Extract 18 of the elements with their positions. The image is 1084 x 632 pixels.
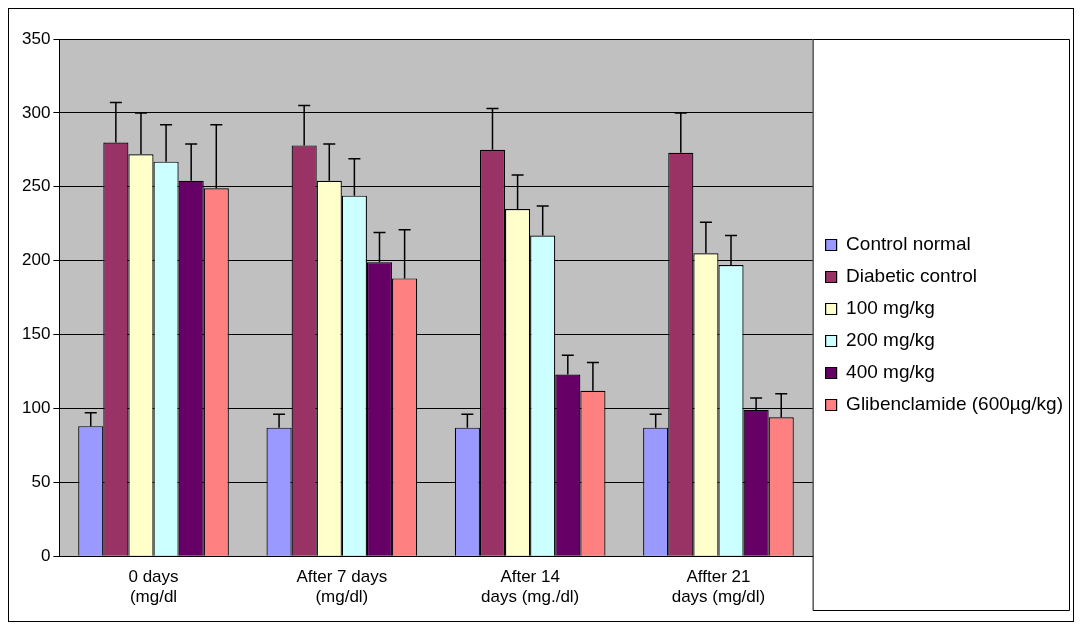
y-tick-label: 200 — [21, 250, 51, 270]
y-tick-label: 100 — [21, 398, 51, 418]
legend-label: Control normal — [846, 233, 971, 255]
legend-label: 400 mg/kg — [846, 361, 935, 383]
legend-label: Glibenclamide (600µg/kg) — [846, 393, 1063, 415]
x-tick-label: After 7 days (mg/dl) — [296, 567, 388, 607]
y-tick-label: 300 — [21, 102, 51, 122]
y-tick-label: 50 — [31, 472, 51, 491]
y-tick-label: 350 — [21, 28, 51, 48]
x-tick-label: After 14 days (mg./dl) — [481, 567, 580, 607]
x-tick-label: Affter 21 days (mg/dl) — [671, 567, 766, 607]
x-tick-label: 0 days (mg/dl — [128, 567, 179, 607]
legend-label: 100 mg/kg — [846, 297, 935, 319]
y-tick-label: 250 — [21, 176, 51, 196]
legend-label: 200 mg/kg — [846, 329, 935, 351]
legend-label: Diabetic control — [846, 265, 978, 287]
y-tick-label: 150 — [21, 324, 51, 344]
y-tick-label: 0 — [40, 545, 51, 565]
